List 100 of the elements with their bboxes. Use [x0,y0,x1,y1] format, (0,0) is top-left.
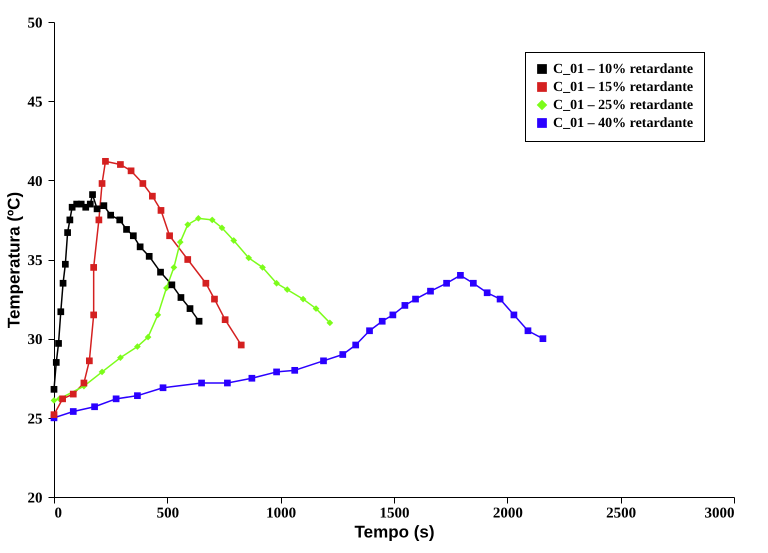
y-tick-label: 20 [28,490,42,506]
point [107,212,114,219]
point [144,334,152,340]
point [96,216,102,224]
point [66,216,74,224]
point [245,254,252,262]
y-tick-label: 35 [28,253,42,269]
point [540,335,546,342]
legend-label: C_01 – 15% retardante [553,80,694,95]
point [80,380,88,386]
point [70,390,77,398]
point [57,308,64,316]
point [60,280,66,287]
point [273,280,280,287]
point [402,302,408,309]
point [136,243,144,250]
point [89,191,96,198]
point [102,158,109,165]
point [149,192,156,200]
point [218,224,226,232]
point [112,395,120,402]
point [195,214,202,222]
point [224,380,231,386]
point [140,180,146,187]
point [90,264,98,271]
point [259,264,266,271]
point [64,229,71,236]
x-tick-label: 500 [156,506,180,522]
point [100,202,108,210]
point [50,397,58,404]
point [160,384,166,392]
point [320,357,327,364]
point [184,221,192,228]
point [163,284,170,292]
point [202,280,210,287]
point [366,327,373,334]
point [70,408,77,415]
legend-label: C_01 – 40% retardante [553,116,694,131]
point [62,260,69,268]
point [390,312,396,318]
y-tick-label: 25 [28,411,42,428]
point [230,237,238,244]
point [339,351,346,358]
legend-label: C_01 – 10% retardante [553,62,694,77]
x-tick-label: 1000 [266,506,296,522]
point [116,216,124,224]
point [146,252,153,260]
point [98,368,106,376]
y-tick-label: 30 [28,332,42,348]
point [134,392,141,400]
x-tick-label: 3000 [704,506,734,522]
point [55,340,62,347]
point [117,161,124,168]
point [427,288,434,295]
x-tick-label: 2500 [606,506,636,522]
point [166,232,173,240]
y-tick-label: 50 [28,16,42,32]
point [443,280,450,287]
point [117,354,124,362]
point [90,312,98,318]
point [196,318,202,325]
y-tick-label: 40 [28,174,42,190]
y-tick-label: 45 [28,94,42,111]
point [291,366,298,374]
point [50,411,58,418]
point [134,343,141,350]
point [198,380,205,386]
legend-label: C_01 – 25% retardante [553,98,694,113]
point [128,167,134,174]
point [157,268,164,276]
point [457,272,464,279]
point [158,207,164,214]
point [86,200,94,208]
point [326,319,334,326]
point [524,327,532,334]
point [284,286,291,293]
point [59,395,66,402]
point [170,264,178,271]
point [98,180,106,187]
x-tick-label: 0 [54,506,62,522]
point [186,305,194,312]
point [86,357,93,364]
point [352,342,360,348]
point [178,294,184,301]
point [484,289,491,296]
point [208,216,216,224]
point [222,316,228,324]
x-tick-label: 2000 [492,506,523,522]
point [94,205,100,212]
point [168,281,176,288]
point [470,280,477,287]
point [184,256,192,263]
point [412,296,419,302]
point [50,386,58,393]
point [378,318,386,325]
point [130,232,137,240]
point [123,226,130,233]
point [300,296,306,302]
point [248,374,256,382]
point [211,296,218,302]
